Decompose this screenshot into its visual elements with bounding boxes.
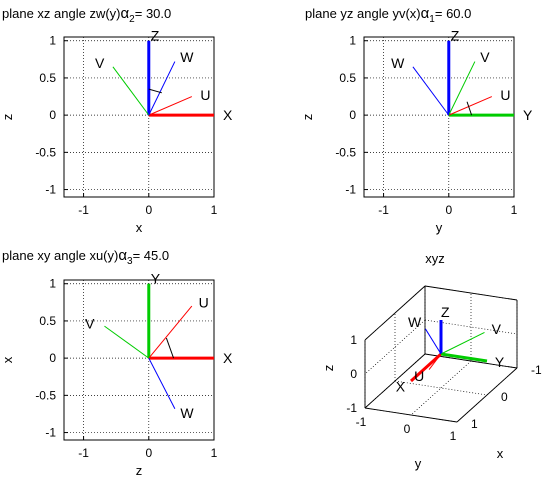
vector-label-z: Z <box>151 28 160 44</box>
panel-2: plane yz angle yv(x)α1= 60.0 -1 0 1 -1 -0.5 0 0… <box>300 5 533 235</box>
vector-w <box>412 66 450 116</box>
angle-marker <box>165 337 175 359</box>
x-tick-label: -1 <box>378 203 389 217</box>
vector-label-u: U <box>200 87 210 103</box>
panel-1: plane xz angle zw(y)α2= 30.0 -1 0 1 -1 -0.5 0 0… <box>0 5 233 235</box>
vector-label-y: Y <box>495 354 505 370</box>
vector-label-u: U <box>500 87 510 103</box>
vector-label-w: W <box>408 314 422 330</box>
vector-label-v: V <box>85 315 95 331</box>
y-tick-label: -1 <box>45 183 56 197</box>
angle-marker <box>148 88 162 94</box>
x-tick-label: 0 <box>145 446 152 460</box>
vector-label-u: U <box>199 294 209 310</box>
x-tick-label: 0 <box>145 203 152 217</box>
vector-w <box>148 61 176 116</box>
y-axis-label: x <box>0 356 15 363</box>
y-tick-label: -1 <box>45 426 56 440</box>
y-tick-label: -1 <box>356 415 367 429</box>
y-axis-label: z <box>0 114 15 121</box>
box-edge <box>364 353 426 409</box>
y-axis-label: y <box>415 456 422 471</box>
x-tick-label: 1 <box>211 203 218 217</box>
box-edge <box>364 407 458 423</box>
vector-label-v: V <box>95 55 105 71</box>
plot-frame <box>63 279 215 441</box>
y-tick-label: 0.5 <box>39 71 56 85</box>
box-edge <box>424 285 518 301</box>
y-tick-label: -0.5 <box>35 388 56 402</box>
y-tick-label: 0 <box>49 351 56 365</box>
x-tick-label: 0 <box>501 390 508 404</box>
y-tick-label: -0.5 <box>35 145 56 159</box>
x-tick-label: -1 <box>531 363 542 377</box>
panel-title: plane xy angle xu(y)α3= 45.0 <box>2 247 169 267</box>
x-tick-label: -1 <box>78 203 89 217</box>
vector-u <box>428 353 442 370</box>
vector-label-x: X <box>223 350 233 366</box>
y-tick-label: 0 <box>404 422 411 436</box>
angle-marker <box>466 101 473 116</box>
z-tick-label: 0 <box>350 367 357 381</box>
x-tick-label: -1 <box>78 446 89 460</box>
x-axis-label: x <box>497 446 504 461</box>
floor-grid-x <box>394 380 488 396</box>
panel-title: plane yz angle yv(x)α1= 60.0 <box>305 5 471 25</box>
panel-title: xyz <box>425 251 445 266</box>
x-tick-label: 1 <box>211 446 218 460</box>
vector-y <box>440 352 488 363</box>
vector-u <box>448 96 493 116</box>
vector-label-x: X <box>396 378 406 394</box>
x-axis-label: z <box>136 463 143 478</box>
vector-label-w: W <box>180 405 194 421</box>
panel-3d: xyz -1 0 1 -1 0 1 -1 0 1 z y x X Y Z U V W <box>321 251 542 471</box>
vector-label-w: W <box>391 55 405 71</box>
vector-label-z: Z <box>451 28 460 44</box>
box-edge <box>364 285 426 341</box>
y-tick-label: 1 <box>49 34 56 48</box>
vector-label-z: Z <box>441 304 450 320</box>
vector-label-y: Y <box>151 271 161 287</box>
vector-x <box>409 352 443 383</box>
y-tick-label: -0.5 <box>335 145 356 159</box>
vector-label-v: V <box>480 49 490 65</box>
vector-v <box>104 325 150 359</box>
x-axis-label: x <box>136 220 143 235</box>
y-tick-label: 0.5 <box>339 71 356 85</box>
vector-w <box>424 328 442 355</box>
x-tick-label: 1 <box>511 203 518 217</box>
y-tick-label: -1 <box>345 183 356 197</box>
y-tick-label: 0.5 <box>39 314 56 328</box>
vector-label-v: V <box>492 321 502 337</box>
vector-v <box>448 61 476 116</box>
z-tick-label: 1 <box>350 333 357 347</box>
y-tick-label: 1 <box>349 34 356 48</box>
vector-u <box>148 305 193 359</box>
x-tick-label: 1 <box>471 417 478 431</box>
panel-3: plane xy angle xu(y)α3= 45.0 -1 0 1 -1 -0.5 0 0… <box>0 247 233 478</box>
vector-label-u: U <box>414 368 424 384</box>
vector-v <box>112 66 150 116</box>
y-tick-label: 0 <box>349 108 356 122</box>
y-tick-label: 0 <box>49 108 56 122</box>
vector-label-w: W <box>180 49 194 65</box>
vector-w <box>148 357 176 409</box>
panel-title: plane xz angle zw(y)α2= 30.0 <box>2 5 171 25</box>
box-edge <box>456 367 518 423</box>
vector-label-y: Y <box>523 107 533 123</box>
y-tick-label: 1 <box>49 277 56 291</box>
vector-u <box>148 96 193 116</box>
vector-v <box>440 332 485 355</box>
x-tick-label: 0 <box>445 203 452 217</box>
y-axis-label: z <box>300 114 315 121</box>
vector-label-x: X <box>223 107 233 123</box>
z-tick-label: -1 <box>346 401 357 415</box>
x-axis-label: y <box>436 220 443 235</box>
y-tick-label: 1 <box>450 429 457 443</box>
z-axis-label: z <box>321 365 336 372</box>
plot-frame <box>63 36 215 198</box>
plot-frame <box>363 36 515 198</box>
